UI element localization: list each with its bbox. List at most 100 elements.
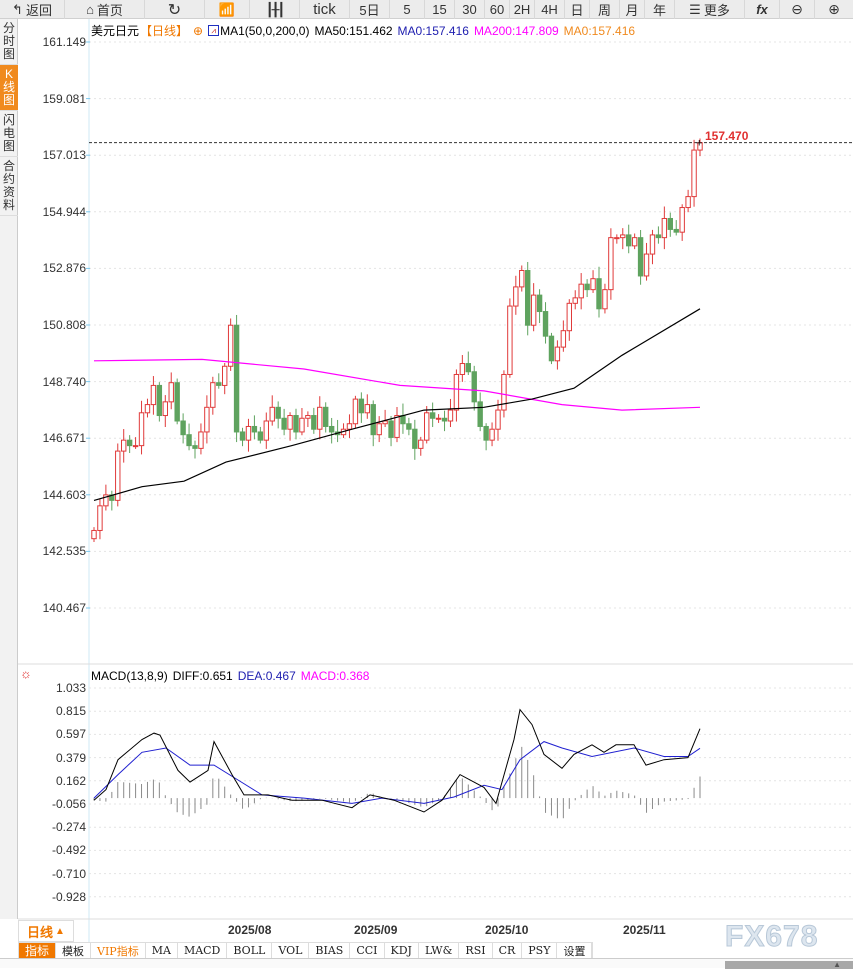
indicator-tab[interactable]: LW& — [419, 943, 460, 958]
candle-down — [156, 384, 163, 417]
zoom-out-button[interactable]: ⊖ — [780, 0, 815, 19]
home-button[interactable]: ⌂ 首页 — [65, 0, 145, 19]
candle-down — [281, 417, 287, 430]
chart-type-button[interactable]: 📶 — [205, 0, 250, 19]
candle-down — [626, 234, 632, 247]
formula-button[interactable]: fx — [745, 0, 780, 19]
price-legend: 美元日元 【日线】 ⊕ ⩘ MA1(50,0,200,0) MA50:151.4… — [91, 22, 635, 39]
candle-down — [655, 234, 662, 239]
x-label: 2025/08 — [228, 923, 272, 937]
candle-up — [210, 382, 216, 408]
candle-up — [317, 406, 323, 430]
settings-icon[interactable]: ⊕ — [193, 23, 204, 38]
tab-contract-info[interactable]: 合约资料 — [0, 157, 18, 216]
bar-chart-icon: 📶 — [218, 1, 236, 17]
candle-up — [679, 207, 685, 233]
ma50-line — [93, 308, 701, 501]
candle-down — [358, 398, 365, 414]
period-5-button[interactable]: 5 — [390, 0, 425, 19]
horizontal-scrollbar[interactable]: ▲ — [0, 958, 853, 969]
left-tab-bar: 分时图 K线图 闪电图 合约资料 — [0, 19, 18, 919]
indicator-tab[interactable]: VOL — [272, 943, 310, 958]
macd-tick-label: -0.928 — [51, 889, 86, 904]
back-button[interactable]: ↰ 返回 — [0, 0, 65, 19]
menu-icon: ☰ — [689, 1, 701, 17]
macd-tick-label: -0.274 — [51, 820, 86, 835]
candle-up — [697, 142, 703, 151]
candle-up — [614, 237, 620, 240]
candle-down — [465, 363, 471, 373]
macd-tick-label: 0.379 — [55, 750, 86, 765]
period-30-button[interactable]: 30 — [455, 0, 485, 19]
period-15-button[interactable]: 15 — [425, 0, 455, 19]
candle-down — [192, 445, 198, 449]
candle-down — [216, 382, 222, 386]
candlestick-button[interactable]: ┃╂┃ — [250, 0, 300, 19]
refresh-button[interactable]: ↻ — [145, 0, 205, 19]
period-60-button[interactable]: 60 — [485, 0, 510, 19]
period-4h-button[interactable]: 4H — [535, 0, 565, 19]
macd-value: MACD:0.368 — [300, 669, 370, 683]
macd-tick-label: 1.033 — [55, 681, 86, 695]
price-tick-label: 148.740 — [42, 374, 86, 389]
candle-down — [596, 278, 602, 310]
indicator-name: MA1(50,0,200,0) — [220, 23, 310, 38]
indicator-tab[interactable]: BIAS — [309, 943, 351, 958]
price-tick-label: 157.013 — [42, 148, 86, 163]
candle-up — [245, 425, 252, 441]
tab-flash[interactable]: 闪电图 — [0, 111, 18, 157]
indicator-chart-icon[interactable]: ⩘ — [208, 25, 220, 36]
candle-down — [406, 423, 412, 430]
candle-down — [400, 415, 406, 425]
candle-up — [222, 365, 228, 386]
candle-up — [620, 234, 626, 239]
indicator-tab[interactable]: MA — [146, 943, 178, 958]
indicator-tab[interactable]: 模板 — [56, 943, 92, 958]
candle-up — [501, 373, 507, 411]
period-week-button[interactable]: 周 — [590, 0, 620, 19]
price-tick-label: 161.149 — [42, 35, 86, 49]
candle-up — [649, 234, 656, 255]
tick-button[interactable]: tick — [300, 0, 350, 19]
candle-up — [424, 412, 430, 441]
tab-kline[interactable]: K线图 — [0, 65, 18, 111]
candle-up — [346, 423, 353, 430]
x-label: 2025/09 — [354, 923, 398, 937]
candle-up — [364, 404, 370, 414]
indicator-tab[interactable]: CR — [493, 943, 523, 958]
indicator-tab[interactable]: 设置 — [557, 943, 593, 958]
ma0b-value: MA0:157.416 — [563, 23, 636, 38]
macd-dea: DEA:0.467 — [237, 669, 296, 683]
candle-down — [548, 335, 555, 362]
price-tick-label: 146.671 — [42, 431, 86, 446]
indicator-tab[interactable]: 指标 — [19, 943, 57, 958]
period-selector[interactable]: 日线 ▲ — [18, 920, 74, 942]
more-button[interactable]: ☰ 更多 — [675, 0, 745, 19]
zoom-in-button[interactable]: ⊕ — [815, 0, 853, 19]
indicator-tab[interactable]: CCI — [350, 943, 385, 958]
indicator-tab[interactable]: MACD — [178, 943, 228, 958]
tab-timeshare[interactable]: 分时图 — [0, 19, 18, 65]
candle-up — [507, 305, 513, 375]
macd-tick-label: 0.815 — [55, 704, 86, 719]
indicator-tab[interactable]: KDJ — [385, 943, 419, 958]
indicator-tab[interactable]: RSI — [459, 943, 493, 958]
sun-settings-icon[interactable]: ☼ — [20, 666, 32, 681]
candle-up — [132, 445, 139, 448]
period-2h-button[interactable]: 2H — [510, 0, 535, 19]
period-day-button[interactable]: 日 — [565, 0, 590, 19]
indicator-tab[interactable]: PSY — [522, 943, 558, 958]
scrollbar-thumb[interactable]: ▲ — [725, 961, 853, 969]
macd-name: MACD(13,8,9) — [91, 669, 168, 683]
indicator-tab[interactable]: BOLL — [227, 943, 273, 958]
candle-down — [483, 425, 489, 441]
period-month-button[interactable]: 月 — [620, 0, 645, 19]
candle-up — [287, 415, 293, 430]
period-year-button[interactable]: 年 — [645, 0, 675, 19]
candle-down — [186, 434, 192, 447]
price-tick-label: 144.603 — [42, 487, 86, 502]
indicator-tab[interactable]: VIP指标 — [91, 943, 146, 958]
candle-up — [376, 423, 382, 436]
five-day-button[interactable]: 5日 — [350, 0, 390, 19]
